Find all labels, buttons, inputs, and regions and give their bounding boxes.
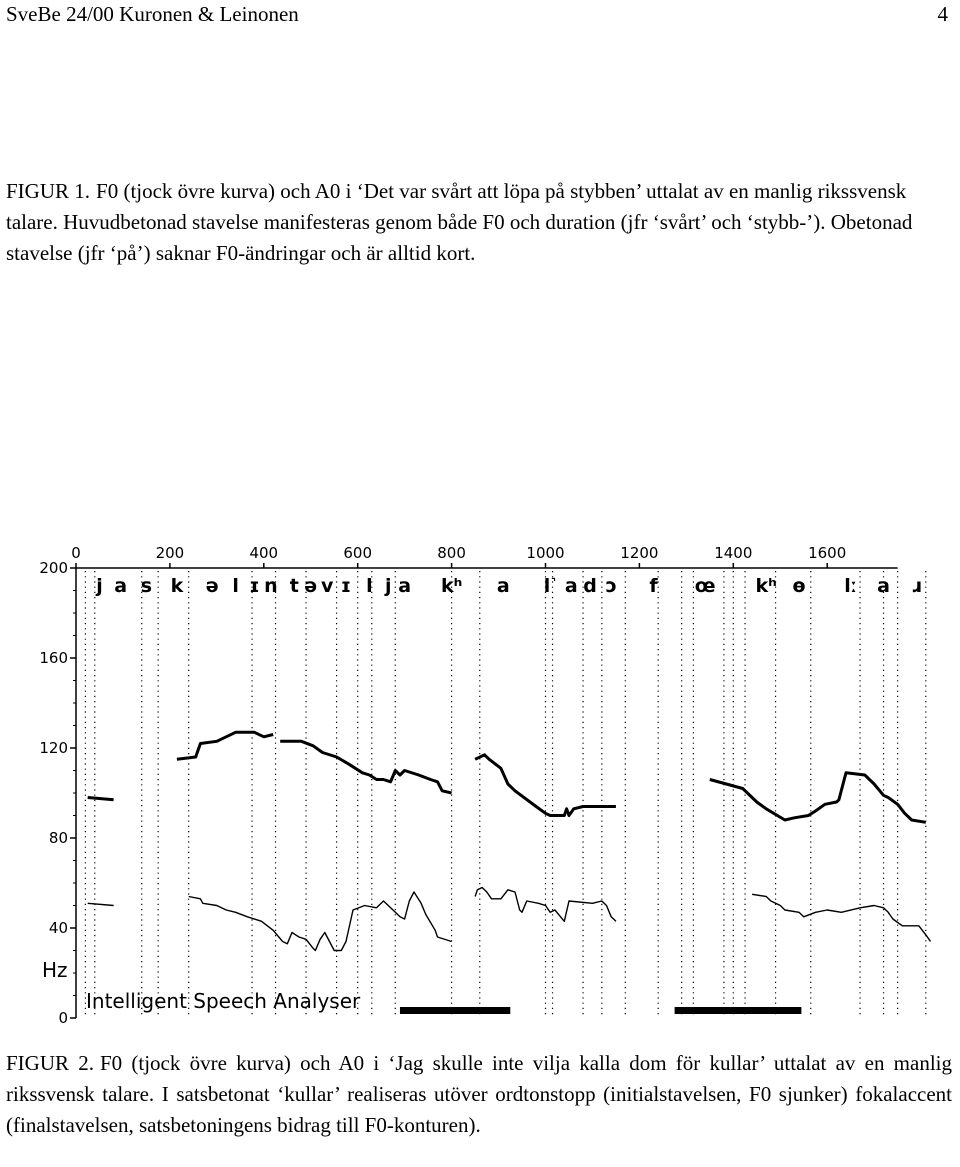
segment-label: ɪ — [249, 575, 259, 597]
f0-curve-segment — [474, 753, 616, 817]
figure1-caption: FIGUR 1. F0 (tjock övre kurva) och A0 i ‘… — [6, 176, 952, 269]
x-tick-label: 1400 — [714, 544, 752, 562]
segment-label: l — [366, 575, 373, 597]
a0-curve-segment — [188, 891, 452, 952]
x-tick-label: 400 — [249, 544, 278, 562]
x-tick-label: 1600 — [808, 544, 846, 562]
phonetic-segment-labels: j a s k ə l ɪ n t ə v ɪ l j a kʰ a l˺ a d ɔ f œ kʰ ɵ lː a ɹ — [95, 575, 921, 597]
duration-bar — [399, 1007, 511, 1014]
f0-curve-segment — [87, 796, 114, 802]
f0-curve-segment — [176, 730, 274, 761]
segment-label: a — [877, 575, 890, 597]
segment-label: j — [95, 575, 103, 597]
f0-curve-segment — [280, 739, 452, 795]
f0-curve-segment — [709, 771, 927, 824]
segment-label: f — [649, 575, 658, 597]
y-tick-label: 0 — [58, 1009, 68, 1027]
segment-label: t — [290, 575, 299, 597]
segment-label: kʰ — [756, 575, 777, 597]
x-tick-label: 200 — [156, 544, 185, 562]
y-tick-label: 40 — [49, 919, 68, 937]
segment-label: l — [232, 575, 239, 597]
duration-bar — [674, 1007, 802, 1014]
segment-label: k — [171, 575, 184, 597]
a0-curve-segment — [751, 893, 932, 942]
f0-a0-chart: 0 200 400 600 800 1000 1200 1400 160004080120160… — [39, 544, 932, 1027]
segment-label: a — [497, 575, 510, 597]
figure2-label: FIGUR 2. — [6, 1051, 94, 1075]
running-header: SveBe 24/00 Kuronen & Leinonen 4 — [6, 2, 948, 27]
a0-curve-segment — [87, 902, 114, 907]
chart-axes: 0 200 400 600 800 1000 1200 1400 160004080120160… — [39, 544, 898, 1027]
segment-label: s — [141, 575, 152, 597]
y-tick-label: 160 — [39, 649, 68, 667]
y-axis-label: Hz — [42, 958, 68, 982]
chart-curves — [87, 730, 932, 952]
figure1-text: F0 (tjock övre kurva) och A0 i ‘Det var … — [6, 179, 913, 265]
segment-label: œ — [695, 575, 716, 597]
figure2-text: F0 (tjock övre kurva) och A0 i ‘Jag skul… — [6, 1051, 952, 1137]
segment-label: v — [321, 575, 334, 597]
software-label: Intelligent Speech Analyser — [86, 989, 361, 1013]
duration-bars — [399, 1007, 802, 1014]
y-tick-label: 200 — [39, 559, 68, 577]
figure2-caption: FIGUR 2. F0 (tjock övre kurva) och A0 i ‘… — [6, 1048, 952, 1141]
segment-label: ə — [304, 575, 317, 597]
segment-label: ɵ — [792, 575, 805, 597]
segment-label: n — [264, 575, 278, 597]
y-tick-label: 120 — [39, 739, 68, 757]
x-tick-label: 600 — [343, 544, 372, 562]
segment-label: ɔ — [606, 575, 617, 597]
segment-label: a — [398, 575, 411, 597]
segment-label: ɪ — [341, 575, 351, 597]
segment-label: ɹ — [911, 575, 921, 597]
segment-label: j — [384, 575, 392, 597]
y-tick-label: 80 — [49, 829, 68, 847]
figure1-label: FIGUR 1. — [6, 179, 91, 203]
a0-curve-segment — [474, 886, 617, 922]
x-tick-label: 1000 — [526, 544, 564, 562]
segment-label: kʰ — [441, 575, 462, 597]
page-number: 4 — [937, 2, 949, 26]
segment-label: l˺ — [544, 575, 557, 597]
segment-label: d — [583, 575, 597, 597]
segment-label: lː — [844, 575, 857, 597]
x-tick-label: 800 — [437, 544, 466, 562]
x-tick-label: 1200 — [620, 544, 658, 562]
running-title: SveBe 24/00 Kuronen & Leinonen — [6, 2, 299, 26]
segment-label: ə — [206, 575, 219, 597]
segment-label: a — [565, 575, 578, 597]
segment-label: a — [114, 575, 127, 597]
segment-gridlines — [84, 571, 927, 1018]
x-tick-label: 0 — [71, 544, 81, 562]
